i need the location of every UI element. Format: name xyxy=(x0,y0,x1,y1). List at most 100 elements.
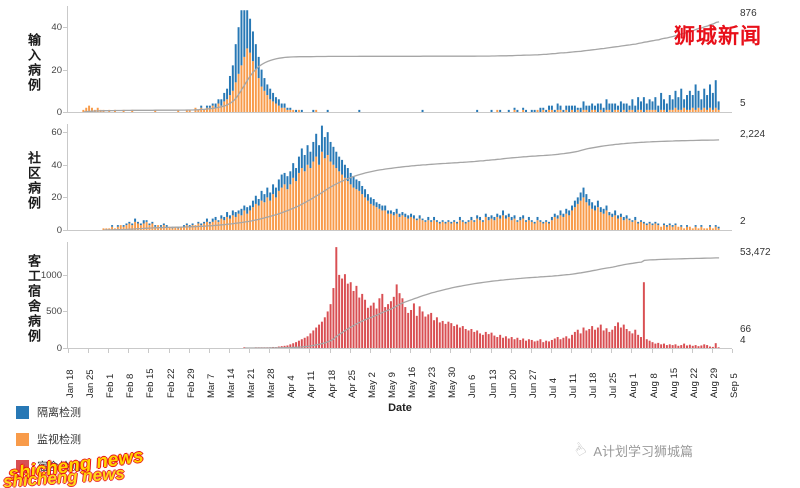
y-tick-mark xyxy=(63,27,67,29)
y-tick-label: 40 xyxy=(51,22,62,34)
x-tick-mark xyxy=(410,349,412,353)
x-tick-label: Feb 29 xyxy=(185,368,197,398)
y-tick-mark xyxy=(63,230,67,231)
x-tick-mark xyxy=(490,349,492,353)
x-tick-mark xyxy=(128,349,130,353)
x-tick-label: Apr 18 xyxy=(326,370,338,398)
x-tick-mark xyxy=(329,349,331,353)
y-tick-mark xyxy=(63,348,67,349)
x-axis-title: Date xyxy=(388,402,412,414)
x-tick-mark xyxy=(430,349,432,353)
x-tick-mark xyxy=(369,349,371,353)
x-tick-mark xyxy=(732,349,733,353)
imported-bars xyxy=(82,10,720,112)
panel-title-dormitory: 客工宿舍病例 xyxy=(26,254,41,344)
imported-cumulative-line xyxy=(83,21,720,113)
x-tick-label: Jul 11 xyxy=(568,373,580,398)
x-tick-mark xyxy=(671,349,673,353)
y-tick-mark xyxy=(63,164,67,166)
x-tick-label: Jul 4 xyxy=(547,377,559,398)
y-tick-mark xyxy=(63,274,67,276)
legend-item-3[interactable]: 宿舍检测 xyxy=(16,458,81,474)
legend-label: 宿舍检测 xyxy=(37,461,81,473)
x-tick-mark xyxy=(68,349,69,353)
y-axis-line xyxy=(67,6,68,113)
y-tick-label: 40 xyxy=(51,159,62,171)
x-tick-mark xyxy=(631,349,633,353)
x-tick-mark xyxy=(309,349,311,353)
dormitory-cumulative-line xyxy=(244,257,720,349)
dormitory-last-value-annotation: 66 xyxy=(740,324,752,335)
x-tick-label: Aug 22 xyxy=(688,367,700,398)
x-tick-label: Jul 18 xyxy=(588,372,600,398)
x-tick-mark xyxy=(349,349,351,353)
legend-label: 监视检测 xyxy=(37,434,81,446)
x-tick-label: Jun 27 xyxy=(527,369,539,398)
x-tick-label: Jun 20 xyxy=(507,369,519,398)
x-tick-label: Jun 6 xyxy=(467,374,479,398)
x-tick-label: Jan 18 xyxy=(65,369,76,398)
y-tick-label: 0 xyxy=(56,225,62,236)
dormitory-cumulative-annotation: 53,472 xyxy=(740,247,771,258)
x-tick-mark xyxy=(591,349,593,353)
x-axis-line xyxy=(68,112,732,113)
x-tick-label: Mar 21 xyxy=(246,368,258,398)
panel-title-community: 社区病例 xyxy=(26,151,41,211)
x-tick-label: Apr 11 xyxy=(306,370,318,398)
x-tick-label: Aug 1 xyxy=(628,373,640,398)
x-tick-mark xyxy=(249,349,251,353)
legend-label: 隔离检测 xyxy=(37,407,81,419)
x-tick-label: Sep 5 xyxy=(729,373,740,398)
x-tick-mark xyxy=(571,349,573,353)
x-tick-mark xyxy=(108,349,110,353)
x-tick-mark xyxy=(289,349,291,353)
y-tick-mark xyxy=(63,311,67,313)
x-tick-label: Apr 4 xyxy=(286,375,298,398)
x-tick-label: Jan 25 xyxy=(85,369,97,398)
x-tick-label: Mar 7 xyxy=(205,373,217,398)
y-tick-label: 0 xyxy=(56,343,62,354)
x-tick-mark xyxy=(651,349,653,353)
x-tick-label: Aug 8 xyxy=(648,373,660,398)
x-tick-mark xyxy=(168,349,170,353)
y-tick-label: 60 xyxy=(51,127,62,139)
y-tick-mark xyxy=(63,132,67,134)
legend-item-2[interactable]: 监视检测 xyxy=(16,431,81,447)
x-tick-mark xyxy=(530,349,532,353)
x-tick-label: Feb 15 xyxy=(145,368,157,398)
x-tick-mark xyxy=(510,349,512,353)
x-tick-label: Aug 15 xyxy=(668,367,680,398)
imported-cumulative-annotation: 876 xyxy=(740,8,757,19)
imported-last-value-annotation: 5 xyxy=(740,98,746,109)
x-tick-mark xyxy=(711,349,713,353)
dormitory-last-value-annotation: 4 xyxy=(740,335,746,346)
x-tick-mark xyxy=(691,349,693,353)
x-tick-mark xyxy=(208,349,210,353)
legend-item-1[interactable]: 隔离检测 xyxy=(16,404,81,420)
x-tick-label: Feb 1 xyxy=(105,373,117,398)
x-tick-label: Feb 8 xyxy=(125,373,137,398)
follow-banner: ☝ A计划学习狮城篇 xyxy=(570,439,693,461)
y-axis-line xyxy=(67,242,68,349)
x-tick-label: Jul 25 xyxy=(608,372,620,398)
community-cumulative-line xyxy=(103,139,720,231)
x-tick-mark xyxy=(148,349,150,353)
panel-plot-community xyxy=(102,125,720,231)
x-tick-label: Mar 28 xyxy=(266,368,278,398)
y-axis-line xyxy=(67,124,68,231)
x-tick-mark xyxy=(389,349,391,353)
y-tick-label: 500 xyxy=(46,306,62,318)
pointing-hand-icon: ☝ xyxy=(570,438,590,461)
legend-swatch xyxy=(16,459,29,473)
panel-plot-imported xyxy=(82,10,720,113)
x-tick-mark xyxy=(188,349,190,353)
x-tick-label: Jun 13 xyxy=(487,369,499,398)
y-tick-label: 0 xyxy=(56,107,62,118)
y-tick-mark xyxy=(63,197,67,199)
x-axis-line xyxy=(68,348,732,349)
x-tick-mark xyxy=(450,349,452,353)
brand-logo: 狮城新闻 xyxy=(674,25,762,48)
x-tick-mark xyxy=(88,349,90,353)
legend-swatch xyxy=(16,405,29,419)
